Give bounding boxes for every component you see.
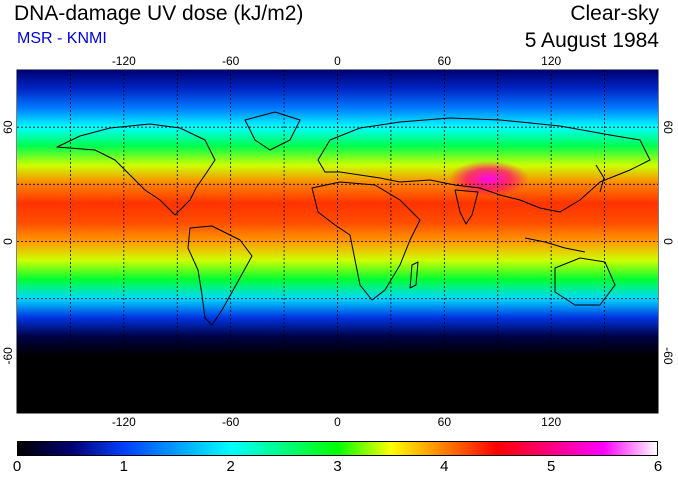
lat-labels-left: 60 0 -60 xyxy=(1,120,15,364)
colorbar-tick-label: 5 xyxy=(546,458,556,475)
colorbar-tick-label: 6 xyxy=(653,458,663,475)
coastlines xyxy=(56,111,651,326)
coastline-india xyxy=(454,189,479,225)
lon-label-top: 120 xyxy=(541,54,561,68)
lat-labels-right: 60 0 -60 xyxy=(661,120,675,364)
coastline-south-america xyxy=(187,225,253,326)
lat-label-right: 0 xyxy=(661,238,675,245)
lon-label-top: -120 xyxy=(112,54,136,68)
coastline-europe-asia xyxy=(317,117,651,213)
colorbar-tick-label: 4 xyxy=(440,458,449,475)
map-subtitle: MSR - KNMI xyxy=(17,30,107,47)
map-title: DNA-damage UV dose (kJ/m2) xyxy=(14,2,304,25)
uv-dose-map: -120 -60 0 60 120 -120 -60 0 60 120 60 0 -60 60 0 -6… xyxy=(1,54,675,429)
coastline-madagascar xyxy=(409,261,419,289)
lon-label-bottom: 0 xyxy=(334,415,341,429)
lon-label-bottom: -60 xyxy=(222,415,240,429)
coastline-africa xyxy=(311,181,421,301)
lon-labels-top: -120 -60 0 60 120 xyxy=(112,54,562,68)
colorbar-tick-label: 2 xyxy=(226,458,235,475)
colorbar-tick-label: 1 xyxy=(119,458,128,475)
colorbar xyxy=(17,441,658,456)
lon-label-top: 0 xyxy=(334,54,341,68)
graticule xyxy=(17,70,658,413)
lon-label-bottom: 60 xyxy=(438,415,452,429)
lat-label-right: -60 xyxy=(661,347,675,365)
lat-label-left: 0 xyxy=(1,238,15,245)
lat-label-right: 60 xyxy=(661,120,675,134)
date-label: 5 August 1984 xyxy=(524,29,659,52)
lon-labels-bottom: -120 -60 0 60 120 xyxy=(112,415,562,429)
coastline-north-america xyxy=(56,123,216,216)
coastline-indonesia xyxy=(524,237,586,253)
coastline-japan xyxy=(595,164,605,193)
colorbar-tick-label: 0 xyxy=(12,458,22,475)
lat-label-left: 60 xyxy=(1,120,15,134)
lon-label-bottom: -120 xyxy=(112,415,136,429)
peak-dose-area xyxy=(448,160,529,197)
lon-label-bottom: 120 xyxy=(541,415,561,429)
lon-label-top: -60 xyxy=(222,54,240,68)
coastline-greenland xyxy=(244,111,301,151)
lat-label-left: -60 xyxy=(1,347,15,365)
coastline-australia xyxy=(554,257,616,306)
lon-label-top: 60 xyxy=(438,54,452,68)
sky-condition-label: Clear-sky xyxy=(570,2,659,25)
colorbar-tick-label: 3 xyxy=(333,458,342,475)
